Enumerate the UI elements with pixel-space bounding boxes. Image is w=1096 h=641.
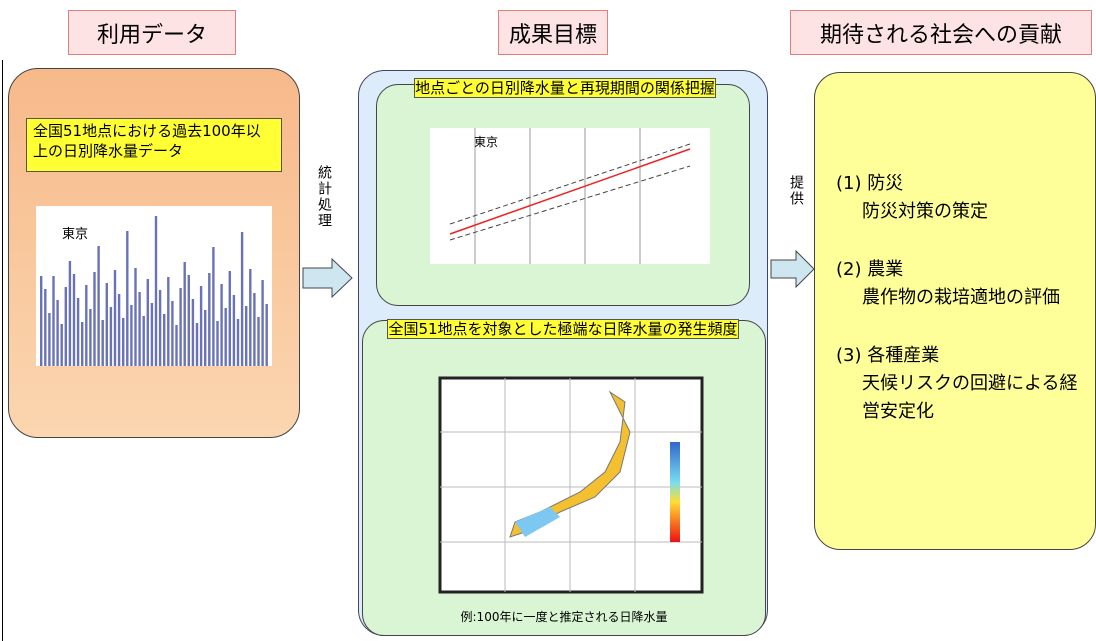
contribution-text: 農作物の栽培適地の評価 <box>862 287 1060 308</box>
goal-label: 地点ごとの日別降水量と再現期間の関係把握 <box>392 78 738 122</box>
decor-bar <box>163 314 166 366</box>
decor-bar <box>122 318 125 366</box>
contribution-text: (2) 農業 <box>836 259 904 280</box>
arrow-label: 提供 <box>788 175 804 207</box>
decor-bar <box>171 301 174 366</box>
arrow-label: 統計処理 <box>316 165 332 229</box>
decor-bar <box>236 319 240 366</box>
decor-bar <box>40 276 43 366</box>
decor-bar <box>101 320 104 366</box>
decor-bar <box>52 276 55 366</box>
contribution: (1) 防災防災対策の策定 <box>836 170 1086 226</box>
decor-bar <box>81 322 84 366</box>
decor-bar <box>64 287 67 366</box>
contribution-text: 天候リスクの回避による経営安定化 <box>862 373 1078 422</box>
decor-bar <box>97 246 100 366</box>
contribution-text: 防災対策の策定 <box>862 201 988 222</box>
decor-bar <box>199 286 203 366</box>
column-title: 成果目標 <box>498 10 608 55</box>
decor-bar <box>109 307 113 366</box>
decor-bar <box>117 294 121 366</box>
decor-bar <box>130 305 133 366</box>
goal-label: 全国51地点を対象とした極端な日降水量の発生頻度 <box>364 318 762 362</box>
decor-bar <box>113 270 117 366</box>
decor-bar <box>253 293 256 366</box>
decor-bar <box>187 275 190 366</box>
decor-bar <box>85 285 88 366</box>
decor-bar <box>56 300 59 366</box>
decor-bar <box>134 268 137 366</box>
contribution: (3) 各種産業天候リスクの回避による経営安定化 <box>836 342 1086 426</box>
column-title: 期待される社会への貢献 <box>790 10 1092 55</box>
decor-bar <box>60 324 63 366</box>
decor-bar <box>183 262 186 366</box>
decor-bar <box>138 292 141 366</box>
chart-bg <box>430 128 710 264</box>
decor-bar <box>89 309 92 366</box>
contribution-list: (1) 防災防災対策の策定 (2) 農業農作物の栽培適地の評価 (3) 各種産業天候… <box>836 170 1086 456</box>
goal-label-text: 全国51地点を対象とした極端な日降水量の発生頻度 <box>387 319 739 339</box>
decor-bar <box>265 304 268 366</box>
decor-bar <box>261 280 264 366</box>
data-label: 全国51地点における過去100年以上の日別降水量データ <box>26 118 282 172</box>
decor-bar <box>240 232 244 366</box>
goal-label-text: 地点ごとの日別降水量と再現期間の関係把握 <box>414 78 716 98</box>
decor-bar <box>245 306 248 366</box>
decor-bar <box>175 325 178 366</box>
decor-bar <box>212 247 215 366</box>
contribution-box <box>814 72 1096 550</box>
decor-bar <box>68 261 72 366</box>
contribution-text: (3) 各種産業 <box>836 345 940 366</box>
decor-bar <box>72 274 76 366</box>
decor-bar <box>208 273 211 366</box>
station-label: 東京 <box>474 135 498 149</box>
station-label: 東京 <box>62 226 88 242</box>
decor-bar <box>76 298 80 366</box>
decor-bar <box>228 271 231 366</box>
chart-bg <box>36 206 272 366</box>
decor-bar <box>224 308 227 366</box>
decor-bar <box>146 279 149 366</box>
decor-bar <box>150 303 154 366</box>
precip-chart: 東京 <box>36 206 272 366</box>
decor-bar <box>204 310 207 366</box>
arrow <box>770 250 815 288</box>
arrow <box>302 258 353 298</box>
contribution-text: (1) 防災 <box>836 173 904 194</box>
return-period-chart: 東京 <box>430 128 710 264</box>
decor-bar <box>257 317 260 366</box>
decor-bar <box>167 277 170 366</box>
decor-bar <box>142 316 145 366</box>
decor-bar <box>158 290 162 366</box>
column-title: 利用データ <box>68 10 236 55</box>
decor-bar <box>195 323 199 366</box>
decor-bar <box>48 313 51 366</box>
decor-bar <box>154 216 158 366</box>
decor-bar <box>93 272 96 366</box>
decor-bar <box>216 321 219 366</box>
map <box>438 376 704 594</box>
decor-bar <box>232 295 236 366</box>
decor-bar <box>191 299 195 366</box>
frame-line <box>2 60 3 641</box>
decor-bar <box>220 284 223 366</box>
decor-bar <box>126 231 129 366</box>
contribution: (2) 農業農作物の栽培適地の評価 <box>836 256 1086 312</box>
map-caption: 例:100年に一度と推定される日降水量 <box>460 610 668 624</box>
decor-bar <box>249 269 252 366</box>
decor-bar <box>105 283 108 366</box>
decor-bar <box>44 289 47 366</box>
decor-bar <box>179 288 182 366</box>
